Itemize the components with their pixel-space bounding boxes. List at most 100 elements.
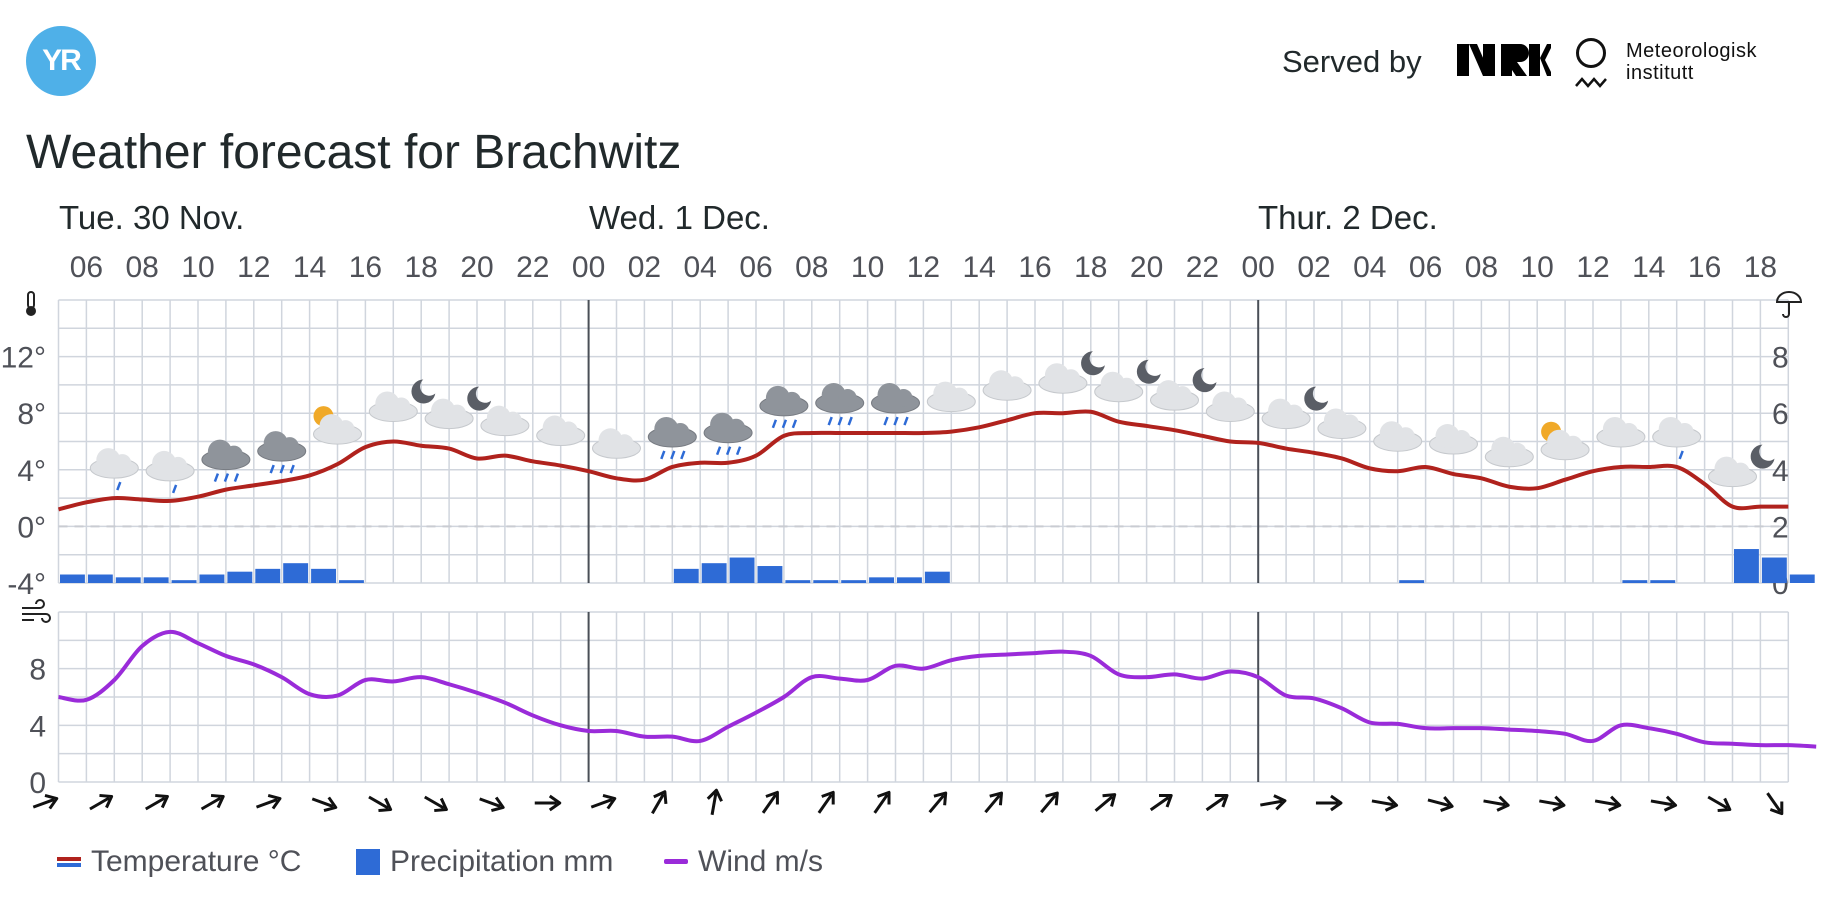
rain-drop — [223, 473, 230, 483]
x-tick-label: 04 — [1353, 251, 1386, 284]
weather-symbol-partlycloudy-night-icon — [368, 379, 436, 422]
x-tick-label: 22 — [1186, 251, 1219, 284]
legend-temperature-label: Temperature °C — [91, 845, 302, 878]
wind-icon — [22, 599, 51, 623]
x-tick-label: 06 — [739, 251, 772, 284]
y-tick-label: -4° — [7, 568, 46, 601]
wind-arrow-shaft — [89, 796, 110, 811]
wind-arrow-shaft — [873, 793, 889, 814]
yr-logo[interactable]: YR — [26, 26, 96, 96]
legend-precipitation-label: Precipitation mm — [390, 845, 614, 878]
x-tick-label: 04 — [684, 251, 717, 284]
x-tick-label: 12 — [237, 251, 270, 284]
wind-arrow-icon — [761, 790, 779, 814]
wind-arrow-head — [877, 790, 891, 805]
y2-tick-label: 4 — [1772, 455, 1789, 488]
x-tick-label: 14 — [293, 251, 326, 284]
wind-arrow-icon — [1315, 794, 1343, 812]
weather-symbol-cloudy-icon — [1596, 416, 1646, 448]
wind-arrow-shaft — [984, 794, 1001, 814]
rain-drop — [735, 446, 742, 456]
wind-arrow-shaft — [424, 795, 445, 810]
umbrella-canopy — [1775, 291, 1803, 303]
nrk-logo[interactable] — [1457, 40, 1551, 80]
x-tick-label: 10 — [181, 251, 214, 284]
rain-drop — [1678, 450, 1684, 460]
cloud-part — [838, 389, 857, 408]
weather-symbol-sleet-icon — [89, 448, 139, 491]
thermometer-bulb — [26, 306, 36, 316]
cloud-part — [671, 422, 690, 441]
cloud-part — [224, 445, 243, 464]
legend-precipitation[interactable]: Precipitation mm — [356, 845, 613, 879]
wind-arrow-head — [378, 797, 393, 813]
wind-arrow-shaft — [1205, 796, 1226, 812]
wind-arrow-head — [1496, 795, 1510, 812]
x-tick-label: 02 — [1297, 251, 1330, 284]
x-tick-label: 10 — [851, 251, 884, 284]
x-tick-label: 12 — [907, 251, 940, 284]
cloud-part — [1061, 369, 1080, 388]
precipitation-bar — [841, 580, 867, 583]
wind-arrow-icon — [873, 790, 891, 814]
moon-shape — [1304, 386, 1329, 411]
weather-symbol-rain-icon — [759, 385, 809, 429]
met-logo-circle-icon — [1576, 38, 1606, 68]
wind-tick-label: 0 — [29, 767, 46, 800]
x-tick-label: 18 — [405, 251, 438, 284]
cloud-part — [1675, 422, 1694, 441]
weather-symbol-cloudy-icon — [982, 370, 1032, 401]
weather-symbol-cloudy-icon — [1373, 421, 1423, 452]
weather-symbol-cloudy-icon — [1429, 424, 1478, 455]
rain-drop — [771, 419, 778, 429]
legend-wind[interactable]: Wind m/s — [664, 845, 823, 879]
wind-arrow-icon — [590, 793, 617, 810]
weather-symbol-rain-icon — [703, 412, 753, 456]
cloud-part — [1173, 386, 1192, 405]
y-tick-label: 0° — [17, 511, 46, 544]
day-label: Wed. 1 Dec. — [589, 199, 770, 236]
x-tick-label: 06 — [70, 251, 103, 284]
y-tick-label: 12° — [1, 342, 46, 375]
x-tick-label: 00 — [572, 251, 605, 284]
rain-drop — [791, 419, 798, 429]
y-tick-label: 8° — [17, 398, 46, 431]
wind-arrow-head — [1214, 794, 1229, 808]
precipitation-bar — [1734, 549, 1759, 583]
wind-arrow-shaft — [1371, 799, 1394, 807]
wind-arrow-head — [99, 793, 114, 809]
wind-arrow-shaft — [479, 797, 501, 808]
wind-arrow-head — [989, 791, 1004, 806]
x-tick-label: 10 — [1521, 251, 1554, 284]
met-name-line1: Meteorologisk — [1626, 40, 1758, 62]
rain-drop — [903, 416, 909, 426]
rain-drop — [781, 419, 788, 429]
x-tick-label: 14 — [1632, 251, 1665, 284]
wind-arrow-icon — [706, 788, 723, 816]
wind-arrow-shaft — [1483, 799, 1506, 807]
weather-symbol-rain-icon — [647, 416, 697, 460]
legend-temperature[interactable]: Temperature °C — [57, 845, 301, 879]
precipitation-bar — [1622, 580, 1648, 583]
wind-arrow-icon — [1707, 795, 1732, 813]
wind-arrow-head — [602, 793, 617, 810]
met-institute-name[interactable]: Meteorologisk institutt — [1626, 40, 1757, 84]
cloud-part — [894, 389, 913, 408]
wind-arrow-head — [1717, 797, 1732, 813]
cloud-part — [336, 420, 355, 439]
wind-arrow-icon — [1766, 792, 1784, 816]
rain-drop — [116, 481, 122, 491]
moon-shape — [467, 386, 492, 411]
cloud-part — [1396, 427, 1415, 446]
wind-arrow-icon — [1483, 795, 1510, 812]
page-title: Weather forecast for Brachwitz — [26, 126, 682, 179]
cloud-part — [113, 454, 132, 473]
wind-arrow-icon — [89, 793, 114, 811]
wind-arrow-head — [1158, 794, 1173, 808]
wind-arrow-icon — [1539, 795, 1566, 812]
precipitation-bar — [255, 568, 281, 583]
wind-arrow-shaft — [200, 796, 222, 811]
weather-symbol-partlycloudy-day-icon — [313, 406, 362, 445]
wind-arrow-icon — [368, 795, 393, 813]
cloud-part — [1285, 404, 1304, 423]
